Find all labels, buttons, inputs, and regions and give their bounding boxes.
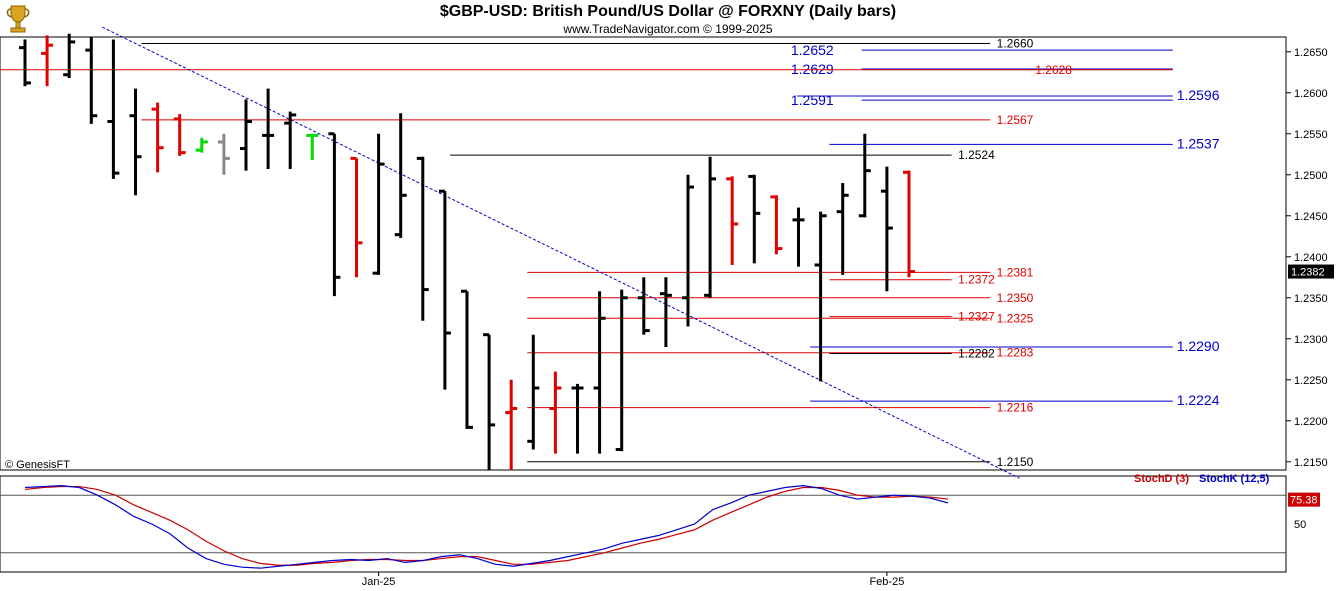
level-label: 1.2216	[997, 401, 1034, 415]
y-tick-label: 1.2500	[1294, 170, 1328, 182]
ohlc-bar	[615, 289, 628, 452]
level-label: 1.2327	[958, 310, 995, 324]
y-tick-label: 1.2200	[1294, 416, 1328, 428]
stoch-d-line	[24, 485, 949, 566]
level-label: 1.2596	[1177, 87, 1220, 103]
ohlc-bar	[19, 39, 31, 87]
stoch-d-label: StochD (3)	[1134, 473, 1189, 485]
ohlc-bar	[129, 88, 142, 196]
level-label: 1.2537	[1177, 135, 1220, 151]
ohlc-bar	[748, 174, 761, 264]
ohlc-bar	[306, 133, 319, 161]
ohlc-bar	[328, 132, 341, 297]
level-label: 1.2372	[958, 273, 995, 287]
ohlc-bar	[903, 170, 915, 278]
y-tick-label: 1.2450	[1294, 211, 1328, 223]
ohlc-bar	[85, 37, 98, 124]
last-price-label: 1.2382	[1291, 267, 1325, 279]
level-label: 1.2591	[791, 92, 834, 108]
ohlc-bar	[41, 35, 54, 87]
ohlc-bar	[483, 333, 496, 470]
ohlc-bar	[63, 33, 76, 79]
level-label: 1.2381	[997, 265, 1034, 279]
level-label: 1.2325	[997, 311, 1034, 325]
ohlc-bar	[659, 277, 672, 347]
stoch-current-label: 75.38	[1290, 495, 1318, 507]
ohlc-bar	[527, 334, 540, 450]
ohlc-bar	[505, 379, 518, 470]
ohlc-bar	[880, 166, 893, 292]
level-label: 1.2628	[1035, 63, 1072, 77]
level-label: 1.2567	[997, 113, 1034, 127]
y-tick-label: 1.2300	[1294, 334, 1328, 346]
ohlc-bar	[858, 133, 871, 218]
level-label: 1.2150	[997, 455, 1034, 469]
y-tick-label: 1.2400	[1294, 252, 1328, 264]
ohlc-bar	[682, 174, 694, 327]
ohlc-bar	[217, 133, 230, 175]
ohlc-bar	[637, 277, 650, 335]
chart-subtitle: www.TradeNavigator.com © 1999-2025	[563, 22, 773, 36]
level-label: 1.2652	[791, 42, 834, 58]
ohlc-bar	[151, 102, 164, 173]
ohlc-bar	[173, 114, 186, 156]
level-label: 1.2660	[997, 37, 1034, 51]
stochastic-panel: 50 StochD (3) StochK (12,5) 75.38	[0, 473, 1320, 569]
trendline-segment	[102, 26, 1020, 479]
level-label: 1.2290	[1177, 338, 1220, 354]
stochastic-panel-border	[0, 475, 1287, 573]
x-tick-label: Feb-25	[869, 576, 904, 588]
stoch-k-line	[24, 484, 949, 569]
price-axis: 1.2650 1.2600 1.2550 1.2500 1.2450 1.2400 1.23…	[1286, 47, 1334, 469]
ohlc-bar	[195, 137, 208, 153]
y-tick-label: 1.2650	[1294, 47, 1328, 59]
ohlc-bar	[549, 371, 562, 454]
stoch-current-tag	[1288, 492, 1320, 507]
level-label: 1.2629	[791, 61, 834, 77]
chart-title: $GBP-USD: British Pound/US Dollar @ FORX…	[439, 3, 897, 20]
ohlc-bar	[593, 291, 606, 454]
ohlc-bar	[770, 195, 783, 255]
y-tick-label: 1.2550	[1294, 129, 1328, 141]
ohlc-bar	[704, 156, 717, 298]
level-label: 1.2350	[997, 291, 1034, 305]
last-price-tag	[1288, 264, 1334, 279]
ohlc-bar	[726, 176, 739, 265]
ohlc-bar	[394, 113, 407, 238]
stoch-tick-label: 50	[1294, 519, 1306, 531]
y-tick-label: 1.2600	[1294, 88, 1328, 100]
ohlc-bar	[262, 88, 275, 170]
ohlc-bar	[461, 289, 473, 429]
ohlc-bar	[240, 99, 252, 171]
level-label: 1.2224	[1177, 392, 1220, 408]
level-label: 1.2524	[958, 148, 995, 162]
price-bars	[19, 33, 915, 470]
ohlc-bar	[814, 211, 827, 382]
y-tick-label: 1.2150	[1294, 457, 1328, 469]
ohlc-bar	[438, 189, 451, 390]
y-tick-label: 1.2350	[1294, 293, 1328, 305]
level-label: 1.2282	[958, 347, 995, 361]
support-resistance-levels: 1.2660 1.2652 1.2629 1.2628 1.2596 1.2591 1.25…	[0, 37, 1220, 469]
stoch-k-label: StochK (12,5)	[1199, 473, 1270, 485]
price-panel-border	[0, 36, 1287, 471]
trendline	[102, 26, 1020, 479]
ohlc-bar	[107, 39, 120, 179]
y-tick-label: 1.2250	[1294, 375, 1328, 387]
date-axis: Jan-25 Feb-25	[362, 572, 904, 588]
ohlc-bar	[372, 133, 385, 275]
chart-frame	[0, 36, 1287, 573]
ohlc-bar	[284, 111, 297, 170]
level-label: 1.2283	[997, 346, 1034, 360]
copyright-label: © GenesisFT	[5, 459, 70, 471]
trophy-icon	[3, 3, 33, 40]
ohlc-bar	[416, 156, 429, 321]
x-tick-label: Jan-25	[362, 576, 396, 588]
ohlc-bar	[792, 207, 805, 267]
ohlc-bar	[836, 182, 849, 275]
ohlc-bar	[350, 156, 363, 278]
ohlc-bar	[571, 383, 584, 454]
